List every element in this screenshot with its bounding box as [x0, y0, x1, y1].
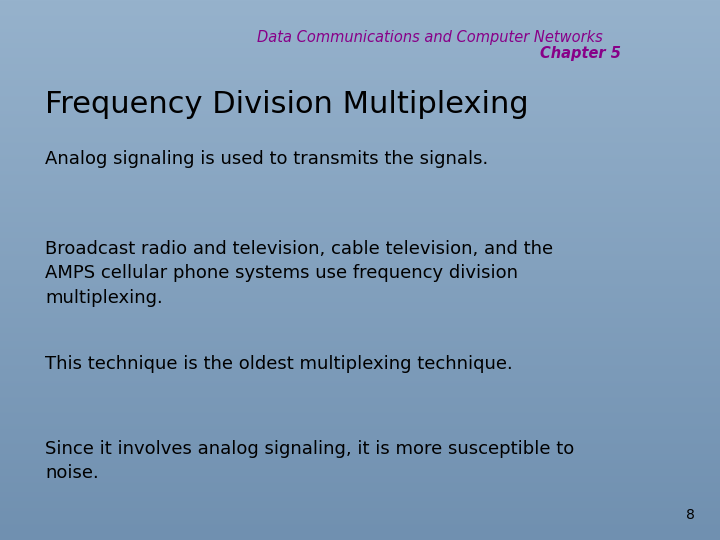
Text: Frequency Division Multiplexing: Frequency Division Multiplexing	[45, 90, 528, 119]
Text: Broadcast radio and television, cable television, and the
AMPS cellular phone sy: Broadcast radio and television, cable te…	[45, 240, 553, 307]
Text: 8: 8	[686, 508, 695, 522]
Text: Since it involves analog signaling, it is more susceptible to
noise.: Since it involves analog signaling, it i…	[45, 440, 575, 482]
Text: This technique is the oldest multiplexing technique.: This technique is the oldest multiplexin…	[45, 355, 513, 373]
Text: Data Communications and Computer Networks: Data Communications and Computer Network…	[257, 30, 603, 45]
Text: Analog signaling is used to transmits the signals.: Analog signaling is used to transmits th…	[45, 150, 488, 168]
Text: Chapter 5: Chapter 5	[539, 46, 621, 61]
